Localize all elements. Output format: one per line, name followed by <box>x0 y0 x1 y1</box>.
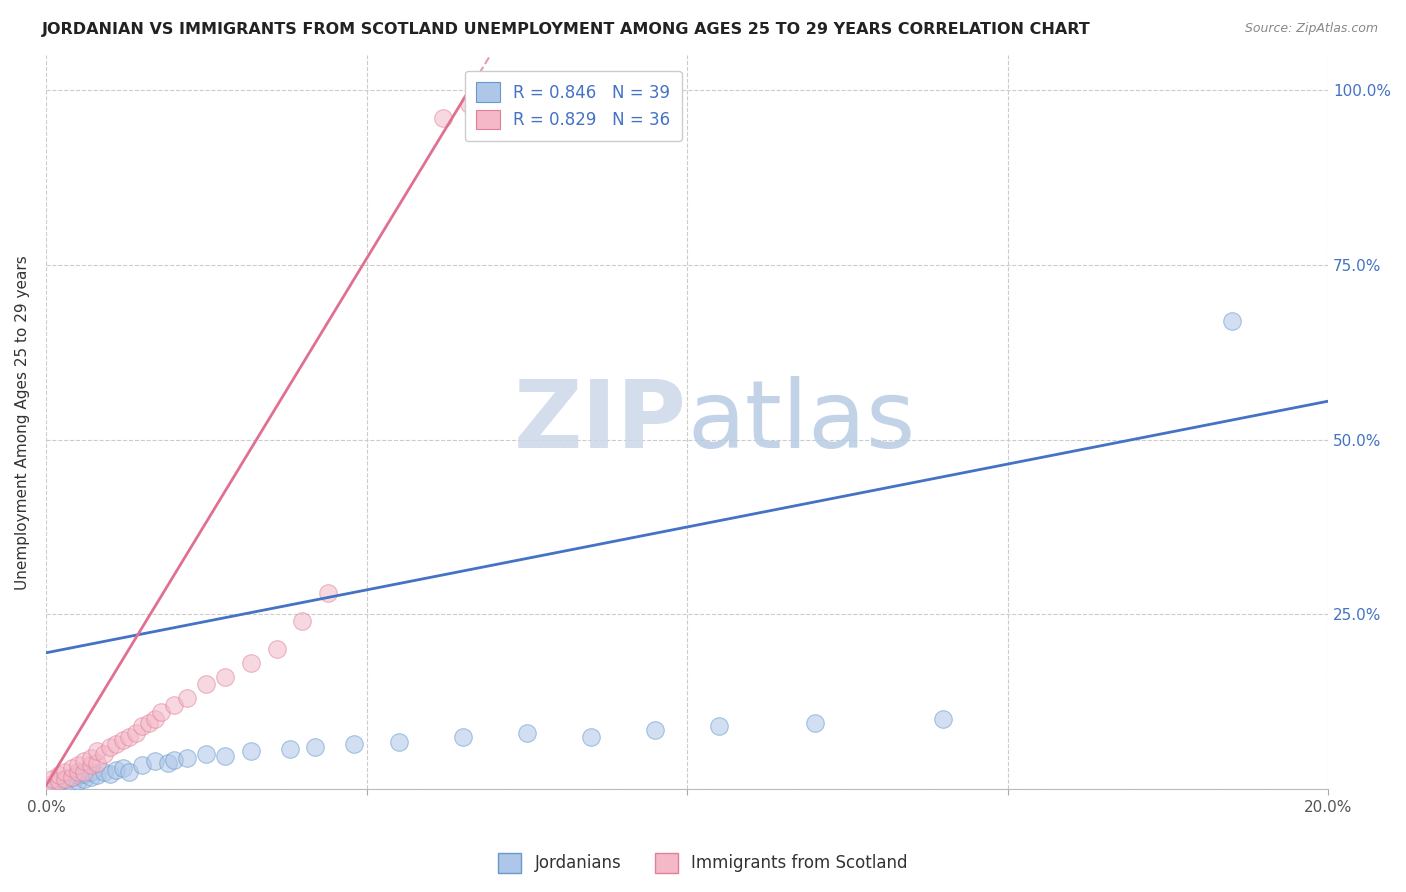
Point <box>266 642 288 657</box>
Point <box>195 677 218 691</box>
Point <box>707 719 730 733</box>
Point <box>150 705 173 719</box>
Legend: R = 0.846   N = 39, R = 0.829   N = 36: R = 0.846 N = 39, R = 0.829 N = 36 <box>464 70 682 141</box>
Point <box>105 763 128 777</box>
Point <box>131 757 153 772</box>
Point <box>86 756 108 770</box>
Y-axis label: Unemployment Among Ages 25 to 29 years: Unemployment Among Ages 25 to 29 years <box>15 255 30 590</box>
Point <box>143 754 166 768</box>
Point <box>93 747 115 762</box>
Point <box>60 770 83 784</box>
Point <box>80 770 103 784</box>
Point <box>111 733 134 747</box>
Point <box>316 586 339 600</box>
Point <box>98 740 121 755</box>
Point <box>125 726 148 740</box>
Point <box>73 772 96 786</box>
Text: ZIP: ZIP <box>515 376 688 468</box>
Point <box>579 730 602 744</box>
Point <box>98 766 121 780</box>
Point <box>932 712 955 726</box>
Point <box>80 757 103 772</box>
Point <box>105 737 128 751</box>
Point <box>304 740 326 755</box>
Point <box>73 764 96 779</box>
Point <box>804 715 827 730</box>
Point <box>66 768 89 782</box>
Point <box>80 750 103 764</box>
Point <box>176 750 198 764</box>
Point <box>48 773 70 788</box>
Point <box>80 764 103 779</box>
Point <box>41 772 63 786</box>
Point <box>176 691 198 706</box>
Point <box>60 761 83 775</box>
Point <box>53 764 76 779</box>
Point <box>73 754 96 768</box>
Point <box>86 768 108 782</box>
Point <box>86 744 108 758</box>
Point <box>41 779 63 793</box>
Point <box>60 770 83 784</box>
Point <box>214 748 236 763</box>
Point <box>48 773 70 788</box>
Point <box>1220 314 1243 328</box>
Point <box>41 776 63 790</box>
Point <box>60 776 83 790</box>
Point <box>156 756 179 770</box>
Point <box>343 737 366 751</box>
Text: atlas: atlas <box>688 376 915 468</box>
Point <box>53 772 76 786</box>
Point <box>138 715 160 730</box>
Point <box>111 761 134 775</box>
Point <box>93 764 115 779</box>
Legend: Jordanians, Immigrants from Scotland: Jordanians, Immigrants from Scotland <box>491 847 915 880</box>
Point <box>66 764 89 779</box>
Point <box>451 730 474 744</box>
Point <box>458 97 481 112</box>
Text: JORDANIAN VS IMMIGRANTS FROM SCOTLAND UNEMPLOYMENT AMONG AGES 25 TO 29 YEARS COR: JORDANIAN VS IMMIGRANTS FROM SCOTLAND UN… <box>42 22 1091 37</box>
Point <box>163 698 186 713</box>
Point <box>53 772 76 786</box>
Point <box>66 757 89 772</box>
Point <box>163 753 186 767</box>
Point <box>118 764 141 779</box>
Point <box>53 775 76 789</box>
Point <box>387 734 409 748</box>
Point <box>291 615 314 629</box>
Point <box>131 719 153 733</box>
Point <box>516 726 538 740</box>
Point <box>73 766 96 780</box>
Text: Source: ZipAtlas.com: Source: ZipAtlas.com <box>1244 22 1378 36</box>
Point <box>48 768 70 782</box>
Point <box>66 773 89 788</box>
Point <box>48 776 70 790</box>
Point <box>240 657 263 671</box>
Point <box>278 741 301 756</box>
Point <box>432 111 454 125</box>
Point <box>118 730 141 744</box>
Point <box>214 670 236 684</box>
Point <box>143 712 166 726</box>
Point <box>644 723 666 737</box>
Point <box>195 747 218 762</box>
Point <box>240 744 263 758</box>
